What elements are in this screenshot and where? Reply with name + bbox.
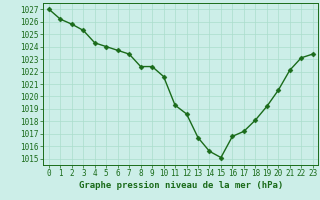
X-axis label: Graphe pression niveau de la mer (hPa): Graphe pression niveau de la mer (hPa) — [79, 181, 283, 190]
